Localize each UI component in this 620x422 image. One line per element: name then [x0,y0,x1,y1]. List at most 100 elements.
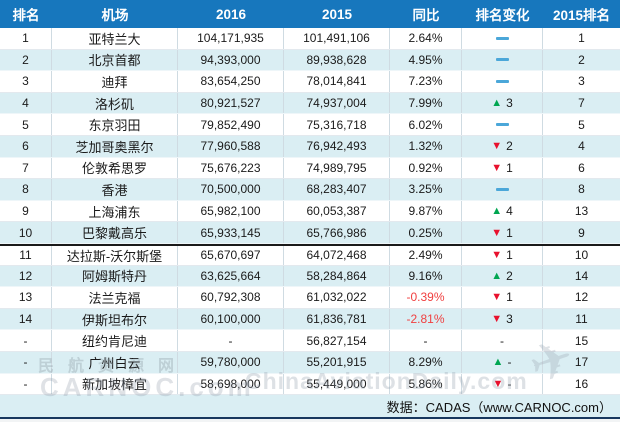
value-2016-cell: 59,780,000 [178,351,284,373]
rank-change-amount: 2 [506,268,513,283]
rank-change-cell: ▲ 4 [462,200,543,222]
airport-name-cell: 伊斯坦布尔 [52,308,178,330]
table-row: - 纽约肯尼迪 -56,827,154- -15 [0,330,620,352]
rank-cell: 6 [0,135,52,157]
value-2016-cell: 104,171,935 [178,28,284,49]
rank-2015-cell: 7 [578,96,585,111]
table-body: 1 亚特兰大 104,171,935 101,491,106 2.64% 1 2 北京首都 94… [0,28,620,396]
value-2016-cell: 94,393,000 [178,49,284,71]
table-row: 11 达拉斯-沃尔斯堡 65,670,697 64,072,468 2.49% ▼ 1 10 [0,243,620,266]
rank-2015-cell: 8 [578,182,585,197]
value-2015-cell: 64,072,468 [284,245,390,265]
value-2016-cell: 60,792,308 [178,287,284,308]
down-triangle-icon: ▼ [491,161,503,174]
rank-change-cell: ▲ - [462,351,543,373]
airport-name-cell: 阿姆斯特丹 [52,265,178,287]
rank-cell: - [0,351,52,373]
rank-change-cell: ▼ 1 [462,245,543,265]
value-2015-cell: 61,836,781 [284,308,390,330]
table-row: 7 伦敦希思罗 75,676,223 74,989,795 0.92% ▼ 1 6 [0,157,620,180]
rank-change-cell [462,179,543,200]
airport-name-cell: 洛杉矶 [52,92,178,114]
table-row: 8 香港 70,500,000 68,283,407 3.25% 8 [0,179,620,201]
rank-cell: 10 [0,222,52,243]
header-rank: 排名 [12,8,40,23]
value-2016-cell: 77,960,588 [178,135,284,157]
rank-cell: 11 [0,245,52,265]
rank-change-cell: ▲ 3 [462,92,543,114]
airport-name-cell: 达拉斯-沃尔斯堡 [52,245,178,265]
value-2015-cell: 55,201,915 [284,351,390,373]
value-2015-cell: 74,989,795 [284,157,390,179]
header-2016: 2016 [215,6,247,22]
value-2016-cell: 80,921,527 [178,92,284,114]
rank-cell: 8 [0,179,52,200]
rank-2015-cell: 15 [574,333,589,348]
header-yoy: 同比 [412,8,440,23]
rank-change-amount: 1 [506,160,513,175]
value-2015-cell: 68,283,407 [284,179,390,200]
value-2016-cell: 58,698,000 [178,373,284,395]
table-row: 12 阿姆斯特丹 63,625,664 58,284,864 9.16% ▲ 2 14 [0,265,620,288]
no-change-dash-icon [495,187,509,191]
airport-name-cell: 芝加哥奥黑尔 [52,135,178,157]
airport-name-cell: 东京羽田 [52,114,178,135]
airport-name-cell: 香港 [52,179,178,200]
yoy-cell: 2.64% [390,28,462,49]
rank-change-cell: - [462,330,543,351]
down-triangle-icon: ▼ [491,140,503,153]
value-2015-cell: 61,032,022 [284,287,390,308]
table-row: - 广州白云 59,780,000 55,201,915 8.29% ▲ -17 [0,351,620,374]
header-2015-rank: 2015排名 [552,8,611,23]
rank-cell: 2 [0,49,52,71]
rank-2015-cell: 14 [574,268,589,283]
airport-name-cell: 迪拜 [52,71,178,92]
rank-2015-cell: 1 [578,31,585,46]
value-2016-cell: 70,500,000 [178,179,284,200]
rank-2015-cell: 10 [574,248,589,263]
rank-change-cell: ▼ 1 [462,157,543,179]
rank-change-amount: 4 [506,204,513,219]
rank-cell: - [0,373,52,395]
value-2015-cell: 78,014,841 [284,71,390,92]
rank-change-amount: 3 [506,96,513,111]
yoy-cell: -0.39% [390,287,462,308]
table-row: - 新加坡樟宜 58,698,000 55,449,000 5.86% ▼ -16 [0,373,620,396]
rank-2015-cell: 12 [574,290,589,305]
rank-change-amount: - [507,376,512,391]
up-triangle-icon: ▲ [491,205,503,218]
rank-change-cell: ▼ 1 [462,222,543,243]
airport-name-cell: 巴黎戴高乐 [52,222,178,243]
rank-2015-cell: 16 [574,376,589,391]
rank-change-cell [462,114,543,135]
rank-2015-cell: 3 [578,74,585,89]
up-triangle-icon: ▲ [492,356,504,369]
no-change-dash-icon [495,123,509,127]
value-2016-cell: - [178,330,284,351]
value-2015-cell: 89,938,628 [284,49,390,71]
table-row: 5 东京羽田 79,852,490 75,316,718 6.02% 5 [0,114,620,136]
airport-name-cell: 伦敦希思罗 [52,157,178,179]
value-2016-cell: 60,100,000 [178,308,284,330]
rank-change-cell: ▼ 2 [462,135,543,157]
yoy-cell: 5.86% [390,373,462,395]
data-source-row: 数据：CADAS（www.CARNOC.com） [0,395,620,418]
down-triangle-icon: ▼ [491,291,503,304]
value-2015-cell: 101,491,106 [284,28,390,49]
yoy-cell: - [390,330,462,351]
table-row: 4 洛杉矶 80,921,527 74,937,004 7.99% ▲ 3 7 [0,92,620,115]
rank-change-amount: 3 [506,312,513,327]
yoy-cell: 1.32% [390,135,462,157]
down-triangle-icon: ▼ [492,377,504,390]
value-2016-cell: 83,654,250 [178,71,284,92]
rank-2015-cell: 5 [578,117,585,132]
rank-cell: 13 [0,287,52,308]
yoy-cell: 7.23% [390,71,462,92]
rank-2015-cell: 9 [578,225,585,240]
rank-2015-cell: 13 [574,204,589,219]
yoy-cell: 9.16% [390,265,462,287]
bottom-border-line [0,417,620,420]
down-triangle-icon: ▼ [491,249,503,262]
